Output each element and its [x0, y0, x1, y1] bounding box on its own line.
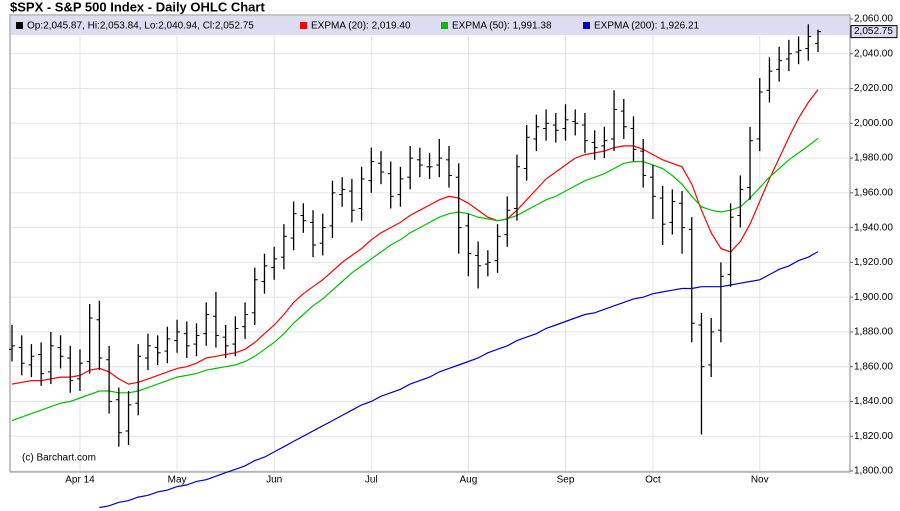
y-tick-label: 1,980.00	[854, 153, 893, 164]
legend-swatch	[16, 22, 23, 29]
x-tick-label: May	[168, 475, 187, 486]
x-tick-label: Jul	[365, 475, 378, 486]
legend-swatch	[583, 22, 590, 29]
y-tick-label: 1,920.00	[854, 257, 893, 268]
x-tick-label: Jun	[266, 475, 282, 486]
ema-line	[11, 89, 819, 385]
plot-frame	[9, 14, 851, 473]
legend-swatch	[441, 22, 448, 29]
x-tick-label: Oct	[645, 475, 661, 486]
y-tick-label: 1,840.00	[854, 396, 893, 407]
y-tick-label: 1,960.00	[854, 187, 893, 198]
y-tick-label: 2,040.00	[854, 48, 893, 59]
legend-label: EXPMA (20): 2,019.40	[311, 21, 411, 32]
last-price-box	[850, 25, 898, 39]
y-tick-label: 1,900.00	[854, 292, 893, 303]
x-tick-label: Aug	[460, 475, 478, 486]
x-tick-label: Nov	[751, 475, 769, 486]
y-tick-label: 1,820.00	[854, 431, 893, 442]
legend-band	[11, 16, 849, 35]
y-tick-label: 2,000.00	[854, 118, 893, 129]
chart-title: $SPX - S&P 500 Index - Daily OHLC Chart	[10, 0, 265, 14]
y-tick-label: 1,800.00	[854, 466, 893, 477]
y-tick-label: 1,880.00	[854, 327, 893, 338]
y-tick-label: 1,860.00	[854, 361, 893, 372]
ema-line	[99, 251, 819, 509]
legend-label: EXPMA (200): 1,926.21	[594, 21, 700, 32]
x-tick-label: Apr 14	[65, 475, 95, 486]
legend-swatch	[300, 22, 307, 29]
y-tick-label: 2,060.00	[854, 14, 893, 25]
ema-line	[11, 137, 819, 422]
last-price-label: 2,052.75	[854, 26, 893, 37]
legend-label: Op:2,045.87, Hi:2,053.84, Lo:2,040.94, C…	[27, 21, 254, 32]
x-tick-label: Sep	[557, 475, 575, 486]
legend-label: EXPMA (50): 1,991.38	[452, 21, 552, 32]
y-tick-label: 2,020.00	[854, 83, 893, 94]
y-tick-label: 1,940.00	[854, 222, 893, 233]
credit: (c) Barchart.com	[22, 453, 96, 464]
